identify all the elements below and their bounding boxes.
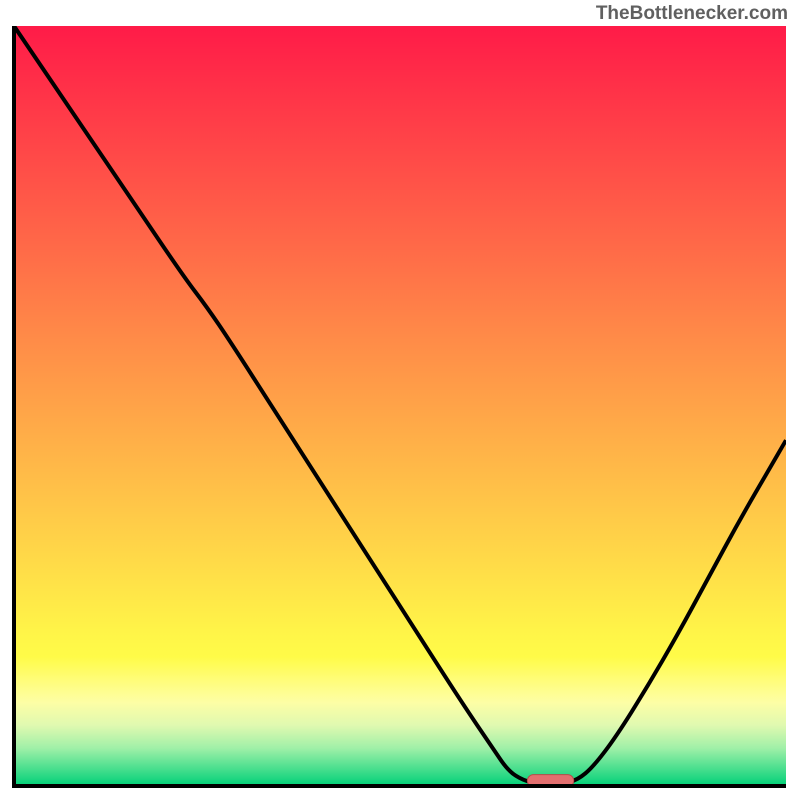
bottleneck-chart (0, 0, 800, 800)
chart-container: TheBottlenecker.com (0, 0, 800, 800)
plot-background (14, 26, 786, 786)
watermark-text: TheBottlenecker.com (596, 3, 788, 25)
